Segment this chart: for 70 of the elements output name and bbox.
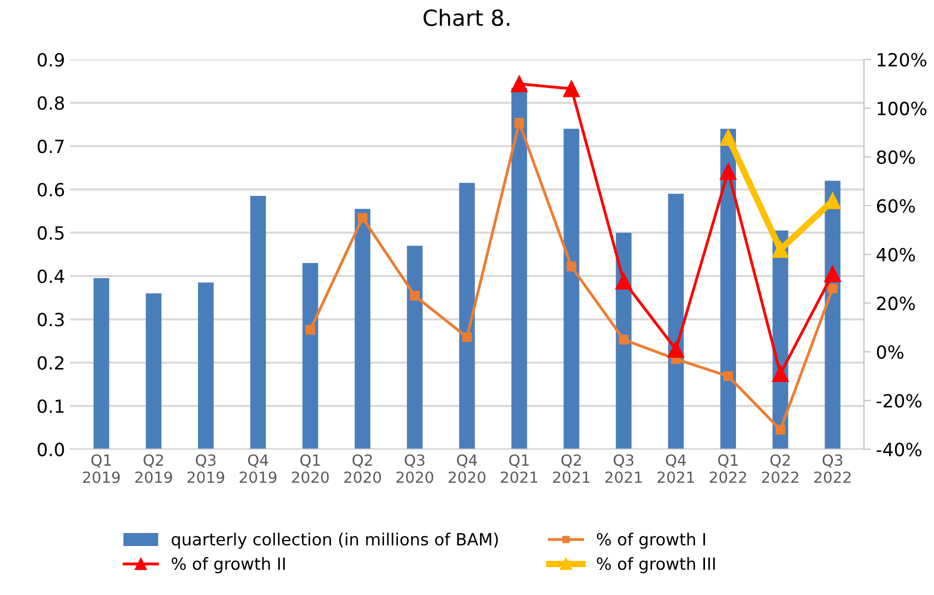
bar — [250, 196, 266, 450]
x-tick-label: Q2 2021 — [553, 454, 590, 484]
x-tick-label: Q1 2019 — [83, 454, 120, 484]
point — [462, 332, 472, 342]
x-tick-label: Q4 2021 — [658, 454, 694, 484]
legend-label: % of growth II — [172, 557, 285, 574]
y-tick-label: 0.5 — [38, 226, 64, 240]
y2-tick-label: 80% — [876, 150, 915, 164]
bar — [668, 194, 684, 450]
x-tick-label: Q3 2021 — [605, 454, 642, 484]
point — [824, 266, 841, 282]
bar — [406, 246, 423, 450]
point — [720, 163, 736, 180]
x-tick-label: Q1 2022 — [710, 454, 746, 484]
y-tick-label: 0.4 — [38, 269, 64, 284]
point — [720, 129, 736, 146]
point — [668, 341, 684, 358]
y2-tick-label: 120% — [878, 52, 926, 67]
point — [723, 371, 734, 382]
y-tick-label: 0.8 — [38, 96, 64, 110]
bar — [302, 263, 318, 450]
y2-tick-label: -40% — [876, 442, 922, 456]
point — [618, 334, 629, 344]
x-tick-label: Q2 2019 — [135, 454, 172, 484]
point — [772, 241, 789, 258]
y-tick-label: 0.3 — [38, 312, 64, 326]
point — [514, 118, 524, 128]
y-tick-label: 0.6 — [38, 182, 64, 197]
x-tick-label: Q1 2020 — [292, 454, 329, 484]
bar — [146, 293, 162, 450]
legend-label: % of growth I — [596, 532, 705, 549]
point — [563, 80, 580, 98]
legend-label: quarterly collection (in millions of BAM) — [172, 532, 498, 549]
bar — [616, 232, 632, 450]
x-tick-label: Q2 2020 — [344, 454, 381, 484]
point — [772, 365, 789, 382]
bar — [198, 282, 214, 450]
legend-label: % of growth III — [596, 557, 715, 574]
bar — [94, 278, 110, 450]
y2-tick-label: 20% — [877, 296, 915, 310]
point — [358, 212, 368, 223]
y-tick-label: 0.0 — [38, 442, 64, 456]
x-tick-label: Q3 2019 — [188, 454, 224, 484]
y2-tick-label: 0% — [876, 345, 904, 359]
y2-tick-label: 60% — [877, 199, 915, 213]
x-tick-label: Q4 2019 — [240, 454, 276, 484]
x-tick-label: Q2 2022 — [762, 454, 798, 484]
point — [776, 424, 786, 435]
x-tick-label: Q4 2020 — [448, 454, 486, 484]
y-tick-label: 0.1 — [38, 399, 64, 414]
point — [305, 325, 316, 335]
x-tick-label: Q3 2022 — [814, 454, 851, 484]
y2-tick-label: 40% — [876, 248, 915, 262]
point — [510, 76, 528, 92]
y-tick-label: 0.7 — [38, 140, 64, 154]
x-tick-label: Q3 2020 — [396, 454, 434, 484]
point — [566, 262, 576, 272]
bar — [459, 182, 475, 450]
y-tick-label: 0.9 — [38, 52, 64, 67]
x-tick-label: Q1 2021 — [500, 454, 538, 484]
y2-tick-label: -20% — [876, 394, 922, 408]
chart-title: Chart 8. — [424, 8, 510, 26]
point — [828, 284, 838, 294]
y-tick-label: 0.2 — [38, 356, 64, 370]
point — [615, 272, 632, 290]
bar — [511, 88, 528, 450]
bar — [354, 208, 370, 450]
y2-tick-label: 100% — [878, 102, 926, 116]
point — [410, 290, 420, 301]
bar — [564, 128, 580, 450]
